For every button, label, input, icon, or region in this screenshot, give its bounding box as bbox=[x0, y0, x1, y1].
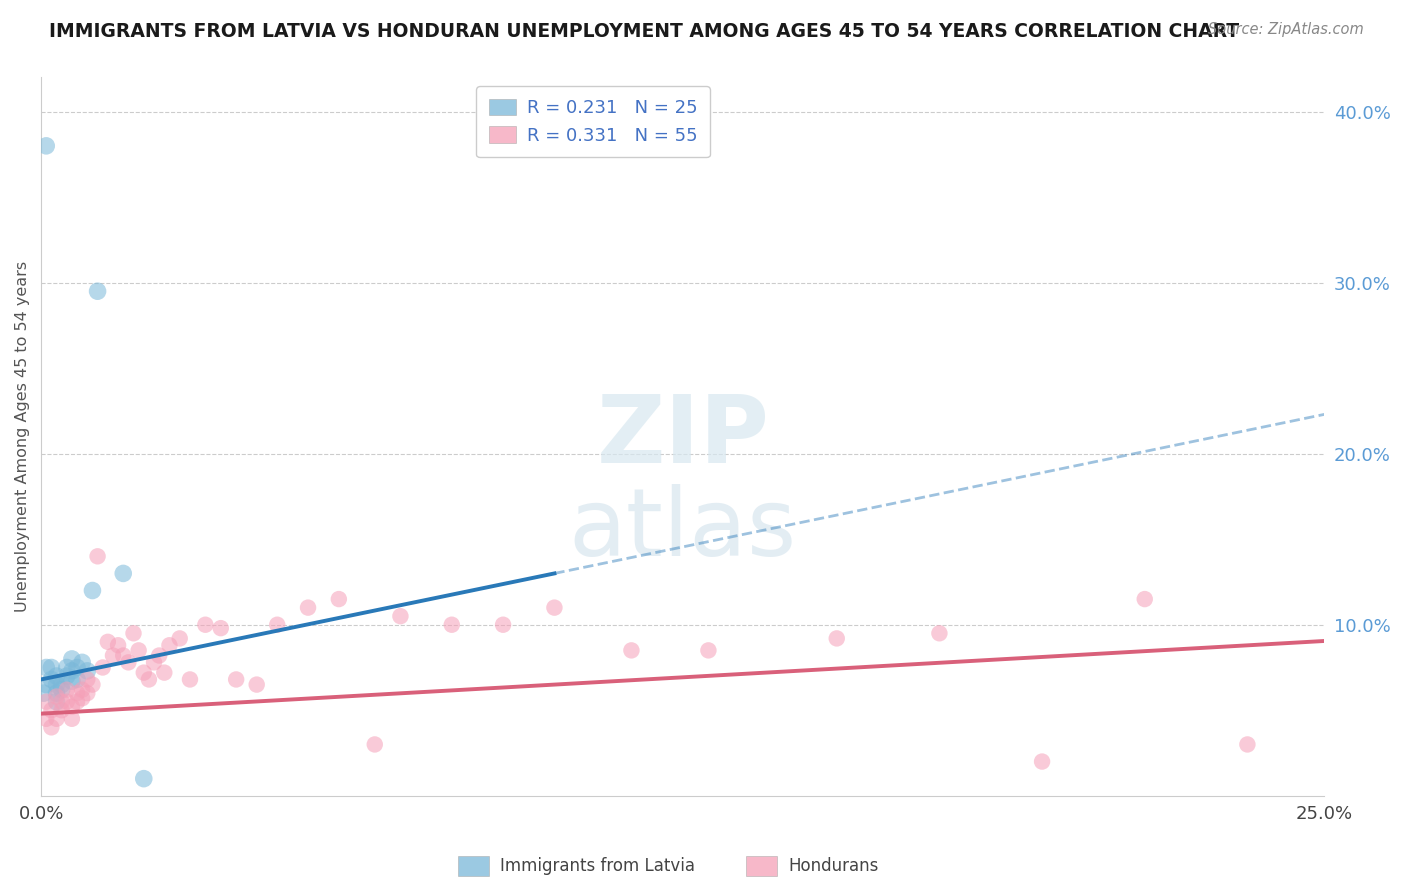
Point bbox=[60, 674, 83, 689]
Point bbox=[70, 682, 93, 697]
Point bbox=[138, 673, 160, 687]
Point bbox=[35, 660, 58, 674]
Point bbox=[55, 669, 77, 683]
Point bbox=[266, 617, 288, 632]
Point bbox=[45, 690, 67, 704]
Point bbox=[76, 664, 98, 678]
Point bbox=[928, 626, 950, 640]
Point bbox=[66, 660, 89, 674]
Point bbox=[543, 600, 565, 615]
Point bbox=[41, 720, 63, 734]
Point bbox=[66, 673, 89, 687]
Point bbox=[492, 617, 515, 632]
Text: IMMIGRANTS FROM LATVIA VS HONDURAN UNEMPLOYMENT AMONG AGES 45 TO 54 YEARS CORREL: IMMIGRANTS FROM LATVIA VS HONDURAN UNEMP… bbox=[49, 22, 1239, 41]
Point bbox=[620, 643, 643, 657]
Point bbox=[70, 656, 93, 670]
Point bbox=[60, 652, 83, 666]
Point bbox=[55, 695, 77, 709]
Point bbox=[35, 139, 58, 153]
Text: atlas: atlas bbox=[568, 484, 797, 576]
Point bbox=[55, 660, 77, 674]
Point bbox=[194, 617, 217, 632]
Point bbox=[107, 638, 129, 652]
Point bbox=[51, 682, 73, 697]
Point bbox=[389, 609, 412, 624]
Point bbox=[35, 677, 58, 691]
Point bbox=[32, 686, 55, 700]
Point bbox=[60, 699, 83, 714]
Point bbox=[76, 686, 98, 700]
Point bbox=[45, 686, 67, 700]
Point bbox=[97, 635, 120, 649]
Point bbox=[51, 703, 73, 717]
Point bbox=[297, 600, 319, 615]
Point bbox=[328, 592, 350, 607]
Point bbox=[364, 738, 387, 752]
Point bbox=[76, 673, 98, 687]
Point bbox=[51, 695, 73, 709]
Point bbox=[60, 664, 83, 678]
Text: Immigrants from Latvia: Immigrants from Latvia bbox=[501, 857, 695, 875]
Point bbox=[1133, 592, 1156, 607]
Point bbox=[132, 665, 155, 680]
Point bbox=[153, 665, 176, 680]
Point bbox=[82, 677, 104, 691]
Point bbox=[35, 712, 58, 726]
Point bbox=[45, 669, 67, 683]
Point bbox=[825, 632, 848, 646]
Point bbox=[209, 621, 232, 635]
Point bbox=[132, 772, 155, 786]
Point bbox=[697, 643, 720, 657]
Point bbox=[1236, 738, 1258, 752]
Point bbox=[169, 632, 191, 646]
Point bbox=[55, 682, 77, 697]
Point bbox=[45, 712, 67, 726]
Point bbox=[122, 626, 145, 640]
Point bbox=[179, 673, 201, 687]
Point bbox=[45, 695, 67, 709]
Point bbox=[143, 656, 166, 670]
Point bbox=[82, 583, 104, 598]
Point bbox=[35, 695, 58, 709]
Point bbox=[41, 673, 63, 687]
Point bbox=[101, 648, 124, 663]
Point bbox=[112, 566, 135, 581]
Point bbox=[1031, 755, 1053, 769]
Legend: R = 0.231   N = 25, R = 0.331   N = 55: R = 0.231 N = 25, R = 0.331 N = 55 bbox=[477, 87, 710, 157]
Point bbox=[70, 691, 93, 706]
Point bbox=[128, 643, 150, 657]
Point bbox=[86, 284, 108, 298]
Point bbox=[45, 677, 67, 691]
Point bbox=[91, 660, 114, 674]
Text: ZIP: ZIP bbox=[596, 391, 769, 483]
Point bbox=[60, 712, 83, 726]
Point bbox=[112, 648, 135, 663]
Point bbox=[51, 677, 73, 691]
Point bbox=[225, 673, 247, 687]
Point bbox=[86, 549, 108, 564]
Y-axis label: Unemployment Among Ages 45 to 54 years: Unemployment Among Ages 45 to 54 years bbox=[15, 261, 30, 612]
Point bbox=[66, 695, 89, 709]
Point bbox=[66, 686, 89, 700]
Point bbox=[148, 648, 170, 663]
Point bbox=[159, 638, 181, 652]
Text: Source: ZipAtlas.com: Source: ZipAtlas.com bbox=[1208, 22, 1364, 37]
Text: Hondurans: Hondurans bbox=[789, 857, 879, 875]
Point bbox=[41, 703, 63, 717]
Point bbox=[246, 677, 269, 691]
Point bbox=[440, 617, 463, 632]
Point bbox=[41, 660, 63, 674]
Point bbox=[117, 656, 139, 670]
